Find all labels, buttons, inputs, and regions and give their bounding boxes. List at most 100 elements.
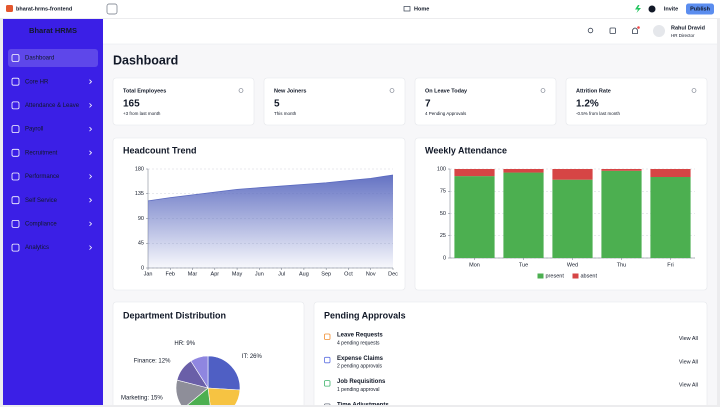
x-tick-label: Nov xyxy=(366,271,376,277)
nav-icon xyxy=(11,148,20,157)
stat-label: Attrition Rate xyxy=(576,88,611,94)
pie-slice xyxy=(184,387,211,407)
stat-label: Total Employees xyxy=(123,88,166,94)
section-title: Pending Approvals xyxy=(324,310,406,320)
x-tick-label: Apr xyxy=(211,271,220,277)
page-title: Dashboard xyxy=(113,53,178,67)
view-all-link[interactable]: View All xyxy=(679,383,698,389)
user-name: Rahul Dravid xyxy=(671,25,705,31)
nav-chevron xyxy=(89,174,93,179)
nav-item[interactable]: Analytics xyxy=(25,245,49,251)
panel-toggle[interactable] xyxy=(106,3,118,15)
bar-segment xyxy=(552,169,593,180)
x-tick-label: Thu xyxy=(617,262,626,268)
nav-item[interactable]: Core HR xyxy=(25,79,49,85)
x-tick-label: Oct xyxy=(344,271,353,277)
stat-note: -0.5% from last month xyxy=(576,111,621,116)
view-all-link[interactable]: View All xyxy=(679,359,698,365)
bar-segment xyxy=(454,176,495,258)
nav-item[interactable]: Dashboard xyxy=(25,56,54,62)
publish-button[interactable]: Publish xyxy=(690,6,711,12)
bar-segment xyxy=(601,170,642,258)
nav-icon xyxy=(11,101,20,110)
chart-title: Department Distribution xyxy=(123,310,226,320)
stat-note: +3 from last month xyxy=(123,111,161,116)
nav-item[interactable]: Performance xyxy=(25,174,60,180)
page-selector[interactable]: Home xyxy=(414,6,429,12)
x-tick-label: Mon xyxy=(469,262,480,268)
stat-icon xyxy=(238,88,244,93)
x-tick-label: Wed xyxy=(567,262,578,268)
x-tick-label: Feb xyxy=(166,271,175,277)
stat-icon xyxy=(691,88,697,93)
nav-item[interactable]: Compliance xyxy=(25,221,57,227)
nav-chevron xyxy=(89,79,93,84)
nav-icon xyxy=(11,196,20,205)
stat-note: This month xyxy=(274,111,297,116)
bell-icon[interactable] xyxy=(632,27,638,34)
y-tick-label: 90 xyxy=(138,216,144,222)
stat-note: 4 Pending Approvals xyxy=(425,111,467,116)
nav-item[interactable]: Recruitment xyxy=(25,150,58,156)
area-line xyxy=(147,174,394,202)
invite-button[interactable]: Invite xyxy=(664,6,678,12)
y-tick-label: 25 xyxy=(440,233,446,239)
legend-label: present xyxy=(546,273,565,279)
approval-icon xyxy=(324,333,331,340)
stat-card xyxy=(263,77,406,126)
approval-subtitle: 2 pending approvals xyxy=(337,364,383,370)
x-tick-label: Jan xyxy=(144,271,153,277)
bar-segment xyxy=(454,169,495,177)
legend-swatch xyxy=(537,273,544,279)
bolt-icon xyxy=(635,5,641,13)
approval-title: Leave Requests xyxy=(337,333,383,339)
bar-segment xyxy=(650,169,691,178)
pie-label: HR: 9% xyxy=(174,341,195,347)
x-tick-label: Dec xyxy=(388,271,398,277)
bar-segment xyxy=(503,169,544,173)
nav-item[interactable]: Self Service xyxy=(25,198,58,204)
publish-bg[interactable] xyxy=(686,3,714,15)
approval-icon xyxy=(324,380,331,387)
search-icon[interactable] xyxy=(587,27,594,34)
pie-label: Finance: 12% xyxy=(134,358,171,364)
header xyxy=(103,19,717,44)
x-tick-label: Aug xyxy=(299,271,309,277)
nav-item[interactable]: Payroll xyxy=(25,127,43,133)
nav-chevron xyxy=(89,150,93,156)
bar-segment xyxy=(650,177,691,258)
y-tick-label: 135 xyxy=(135,191,144,197)
y-tick-label: 100 xyxy=(437,166,446,172)
nav-item[interactable]: Attendance & Leave xyxy=(25,103,80,109)
approval-title: Job Requisitions xyxy=(337,379,386,385)
calendar-icon[interactable] xyxy=(609,27,616,34)
x-tick-label: Fri xyxy=(667,262,673,268)
y-tick-label: 50 xyxy=(440,211,446,217)
stat-value: 7 xyxy=(425,99,431,110)
project-icon xyxy=(6,5,13,12)
x-tick-label: Sep xyxy=(321,271,331,277)
bar-segment xyxy=(601,169,642,171)
bar-segment xyxy=(503,172,544,258)
pie-slice xyxy=(207,355,241,391)
stat-value: 165 xyxy=(123,99,140,110)
nav-chevron xyxy=(89,197,93,203)
nav-icon xyxy=(11,125,20,133)
view-all-link[interactable]: View All xyxy=(679,336,698,342)
stat-label: On Leave Today xyxy=(425,88,468,94)
y-tick-label: 75 xyxy=(440,189,446,195)
project-name: bharat-hrms-frontend xyxy=(16,6,72,12)
nav-icon xyxy=(11,77,20,86)
nav-active xyxy=(8,49,98,67)
nav-chevron xyxy=(89,103,93,108)
nav-chevron xyxy=(89,245,93,250)
stat-card xyxy=(414,77,557,126)
bell-dot xyxy=(637,26,640,29)
approval-title: Time Adjustments xyxy=(337,402,389,407)
stat-card xyxy=(112,77,255,126)
chart-card xyxy=(112,301,305,407)
home-icon xyxy=(403,6,411,12)
stat-icon xyxy=(389,88,395,93)
legend-swatch xyxy=(572,273,579,279)
approval-subtitle: 4 pending requests xyxy=(337,340,380,346)
